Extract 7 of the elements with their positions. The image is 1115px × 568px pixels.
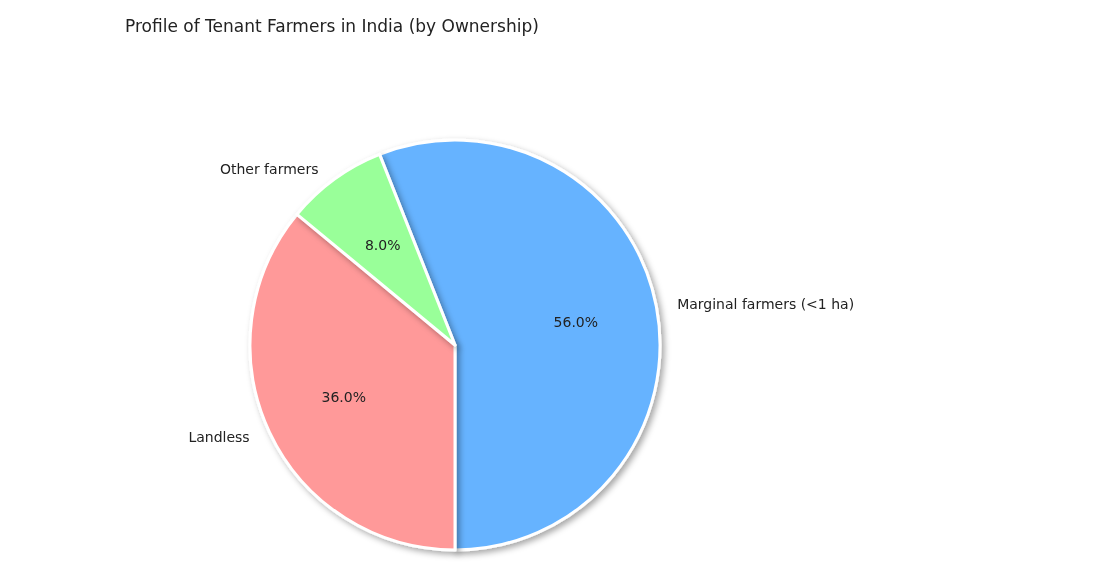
slice-label: Landless — [188, 429, 250, 446]
slice-label: Other farmers — [219, 161, 319, 178]
data-label: 56.0% — [553, 313, 599, 330]
chart-title: Profile of Tenant Farmers in India (by Ownership) — [125, 15, 539, 36]
slice-label: Marginal farmers (<1 ha) — [677, 296, 855, 313]
data-label: 36.0% — [321, 389, 366, 406]
data-label: 8.0% — [364, 237, 401, 254]
